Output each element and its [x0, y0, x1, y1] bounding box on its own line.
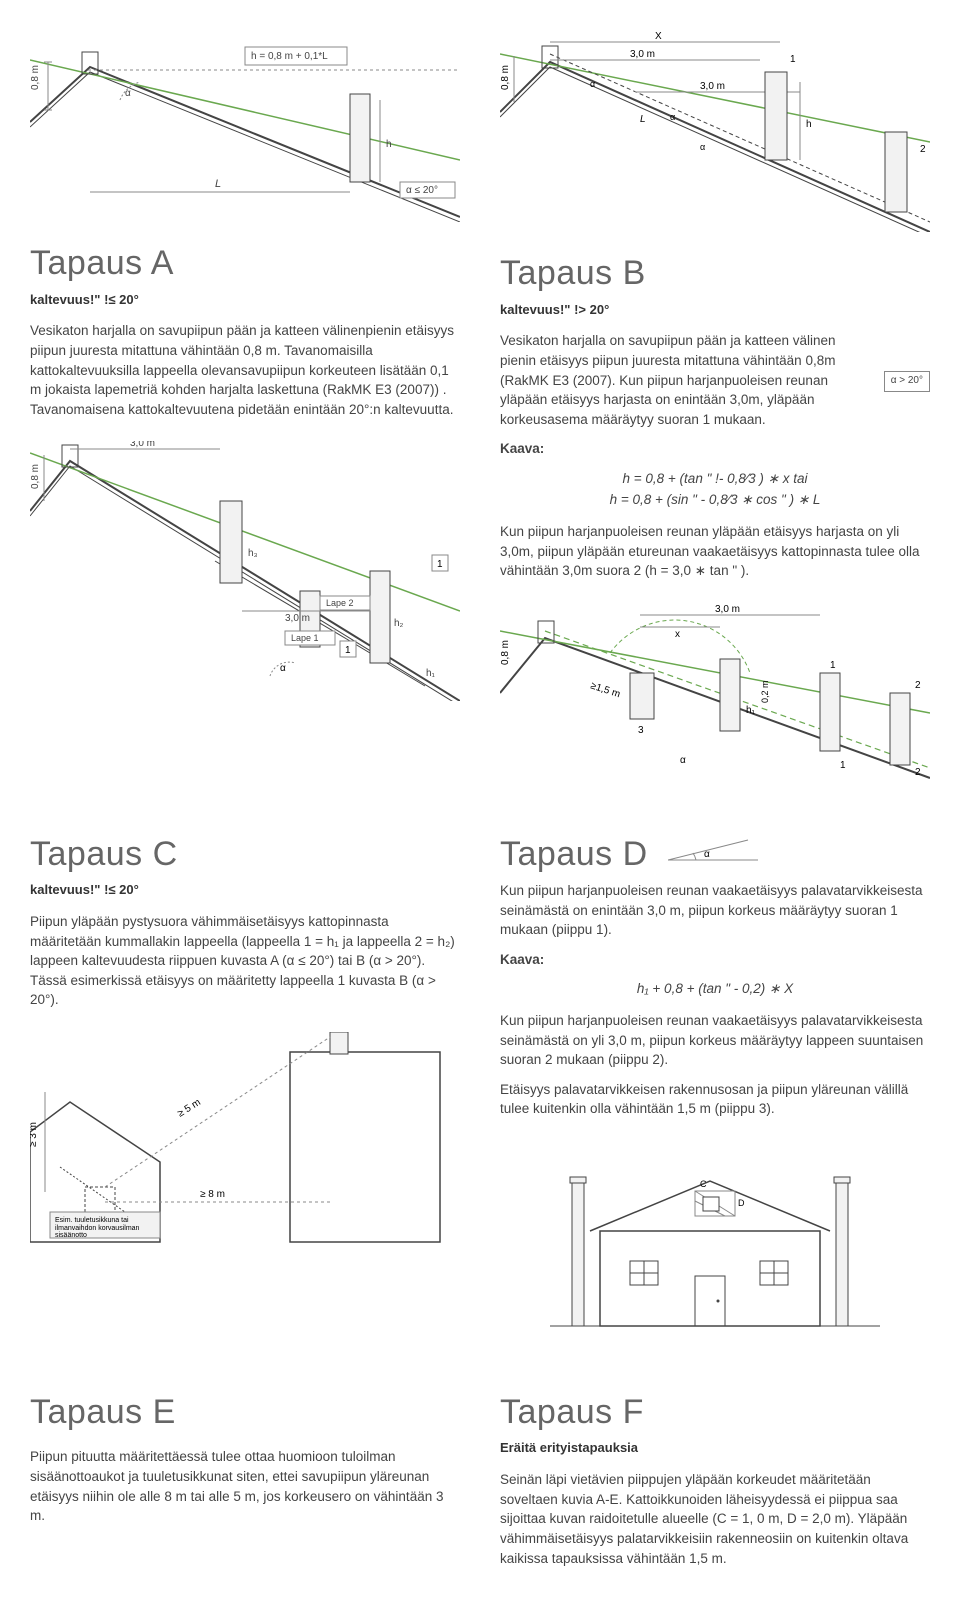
b2-08: 0,8 m: [500, 640, 511, 665]
case-f-text: Seinän läpi vietävien piippujen yläpään …: [500, 1470, 930, 1568]
b-f2: h = 0,8 + (sin " - 0,8⁄3 ∗ cos " ) ∗ L: [500, 490, 930, 510]
b-kaava-label: Kaava:: [500, 441, 544, 456]
b2-3: 3: [638, 725, 644, 736]
b-alpha-note: α > 20°: [884, 371, 930, 392]
case-c-diagram: Esim. tuuletusikkuna tai ilmanvaihdon ko…: [30, 1032, 460, 1252]
b-f1: h = 0,8 + (tan " !- 0,8⁄3 ) ∗ x tai: [500, 469, 930, 489]
a2-30b: 3,0 m: [285, 613, 310, 624]
a2-h2: h₂: [394, 618, 404, 629]
case-a: 0,8 m h L α h = 0,8 m + 0,1*L α ≤ 20° Ta…: [30, 20, 460, 800]
label-08m: 0,8 m: [30, 65, 41, 90]
a2-alpha: α: [280, 663, 286, 674]
b1-30b: 3,0 m: [700, 81, 725, 92]
case-c-title: Tapaus C: [30, 830, 460, 879]
b2-h1: h₁: [746, 705, 756, 716]
case-d-text1: Kun piipun harjanpuoleisen reunan vaakae…: [500, 881, 930, 940]
case-a-text: Vesikaton harjalla on savupiipun pään ja…: [30, 321, 460, 419]
case-d-text3: Etäisyys palavatarvikkeisen rakennusosan…: [500, 1080, 930, 1119]
case-a-title: Tapaus A: [30, 239, 460, 288]
c-note-l2: ilmanvaihdon korvausilman: [55, 1225, 140, 1232]
case-e: Tapaus E Piipun pituutta määritettäessä …: [30, 1388, 460, 1578]
b1-08: 0,8 m: [500, 65, 511, 90]
d-alpha: α: [704, 849, 710, 860]
d-D: D: [738, 1198, 745, 1208]
case-d-diagram: C D: [500, 1141, 930, 1341]
case-f: Tapaus F Eräitä erityistapauksia Seinän …: [500, 1388, 930, 1578]
a2-one-a: 1: [437, 559, 443, 570]
c-note-l1: Esim. tuuletusikkuna tai: [55, 1217, 129, 1224]
b2-15: ≥1,5 m: [589, 680, 621, 700]
d-C: C: [700, 1179, 707, 1189]
a2-08: 0,8 m: [30, 464, 41, 489]
b2-x: x: [675, 629, 680, 640]
case-b-text2: Kun piipun harjanpuoleisen reunan yläpää…: [500, 522, 930, 581]
b1-h: h: [806, 119, 812, 130]
case-c-text: Piipun yläpään pystysuora vähimmäisetäis…: [30, 912, 460, 1010]
b2-alpha: α: [680, 755, 686, 766]
b2-two-b: 2: [915, 767, 921, 778]
b1-two: 2: [920, 144, 926, 155]
b2-02: 0,2 m: [760, 680, 770, 703]
c-ge3: ≥ 3 m: [30, 1122, 39, 1147]
label-h-formula: h = 0,8 m + 0,1*L: [251, 51, 328, 62]
case-d-text2: Kun piipun harjanpuoleisen reunan vaakae…: [500, 1011, 930, 1070]
case-b-diagram-2: 0,8 m 3,0 m x ≥1,5 m 3 h₁ 0,2 m 1 1: [500, 603, 930, 783]
d-alpha-mini: α: [668, 835, 758, 865]
case-b-text1: Vesikaton harjalla on savupiipun pään ja…: [500, 331, 870, 429]
case-b: X 0,8 m 3,0 m 3,0 m h L: [500, 20, 930, 800]
c-ge5: ≥ 5 m: [176, 1097, 203, 1120]
b1-one: 1: [790, 54, 796, 65]
b1-X: X: [655, 32, 662, 42]
b1-a3: α: [700, 142, 705, 152]
label-h: h: [386, 139, 392, 150]
a2-one-b: 1: [345, 645, 351, 656]
page-grid: 0,8 m h L α h = 0,8 m + 0,1*L α ≤ 20° Ta…: [30, 20, 930, 1578]
case-e-title: Tapaus E: [30, 1388, 460, 1437]
case-c: Tapaus C kaltevuus!" !≤ 20° Piipun yläpä…: [30, 830, 460, 1358]
c-note-l3: sisäänotto: [55, 1232, 87, 1239]
case-f-title: Tapaus F: [500, 1388, 930, 1437]
case-d: Tapaus D α Kun piipun harjanpuoleisen re…: [500, 830, 930, 1358]
b2-one-a: 1: [830, 660, 836, 671]
a2-h1: h₁: [426, 668, 436, 679]
case-e-text: Piipun pituutta määritettäessä tulee ott…: [30, 1447, 460, 1525]
label-L: L: [215, 178, 221, 190]
case-f-sub: Eräitä erityistapauksia: [500, 1439, 930, 1458]
a2-lape2: Lape 2: [326, 598, 354, 608]
case-b-sub: kaltevuus!" !> 20°: [500, 301, 930, 320]
case-d-formula: h₁ + 0,8 + (tan " - 0,2) ∗ X: [500, 979, 930, 999]
case-b-title: Tapaus B: [500, 249, 930, 298]
case-a-diagram-1: 0,8 m h L α h = 0,8 m + 0,1*L α ≤ 20°: [30, 32, 460, 222]
label-alpha: α: [125, 88, 131, 99]
case-c-sub: kaltevuus!" !≤ 20°: [30, 881, 460, 900]
b2-30: 3,0 m: [715, 604, 740, 615]
case-b-formulas: h = 0,8 + (tan " !- 0,8⁄3 ) ∗ x tai h = …: [500, 469, 930, 510]
b1-30a: 3,0 m: [630, 49, 655, 60]
case-a-diagram-2: 0,8 m h₃ Lape 1 Lape 2 h₂ h₁ 3,0 m 3,0 m: [30, 441, 460, 701]
b1-L: L: [640, 114, 646, 125]
case-d-title: Tapaus D: [500, 830, 648, 879]
label-alpha-note: α ≤ 20°: [406, 185, 438, 196]
a2-lape1: Lape 1: [291, 633, 319, 643]
c-ge8: ≥ 8 m: [200, 1189, 225, 1200]
d-f1: h₁ + 0,8 + (tan " - 0,2) ∗ X: [500, 979, 930, 999]
b1-a1: α: [590, 79, 595, 89]
b2-one-b: 1: [840, 760, 846, 771]
a2-30a: 3,0 m: [130, 441, 155, 449]
case-a-sub: kaltevuus!" !≤ 20°: [30, 291, 460, 310]
b1-a2: α: [670, 112, 675, 122]
a2-h3: h₃: [248, 548, 258, 559]
case-b-diagram-1: X 0,8 m 3,0 m 3,0 m h L: [500, 32, 930, 232]
b2-two-a: 2: [915, 680, 921, 691]
d-kaava-label: Kaava:: [500, 952, 544, 967]
